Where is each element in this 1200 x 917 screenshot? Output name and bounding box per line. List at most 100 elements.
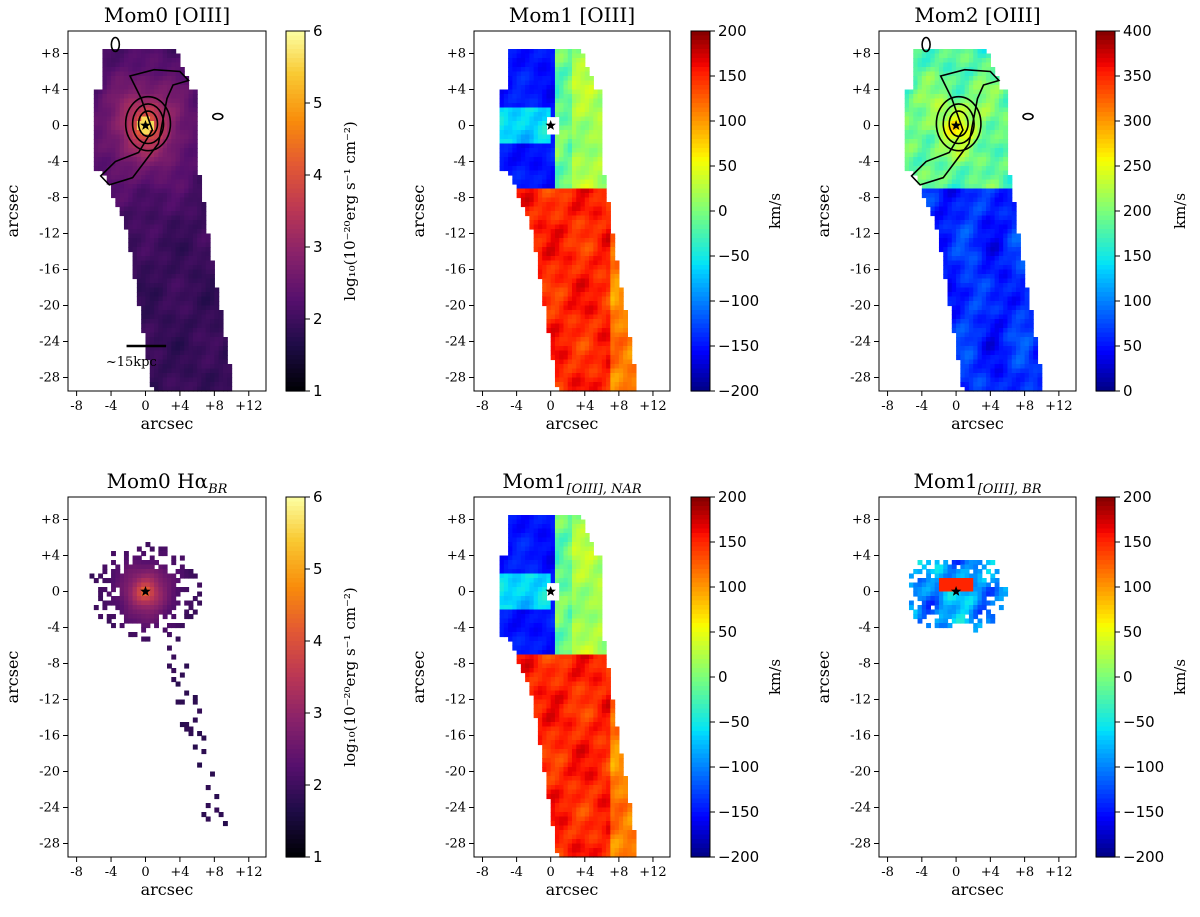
map-pixel bbox=[550, 188, 556, 194]
map-pixel bbox=[934, 211, 940, 217]
map-pixel bbox=[981, 337, 987, 343]
map-pixel bbox=[563, 314, 569, 320]
map-pixel bbox=[572, 58, 577, 64]
map-pixel bbox=[167, 166, 172, 172]
map-pixel bbox=[192, 377, 198, 383]
map-pixel bbox=[1007, 310, 1013, 316]
map-pixel bbox=[1028, 368, 1034, 374]
map-pixel bbox=[559, 265, 565, 271]
map-pixel bbox=[210, 310, 215, 316]
y-tick-label: -16 bbox=[850, 263, 871, 278]
map-pixel bbox=[964, 310, 970, 316]
map-pixel bbox=[994, 377, 1000, 383]
map-pixel bbox=[994, 332, 1000, 338]
colorbar-segment bbox=[286, 148, 305, 154]
map-pixel bbox=[197, 332, 203, 338]
map-pixel bbox=[525, 134, 530, 140]
colorbar-segment bbox=[691, 247, 710, 253]
map-pixel bbox=[179, 238, 185, 244]
map-pixel bbox=[606, 292, 611, 298]
map-pixel bbox=[550, 85, 556, 91]
map-pixel bbox=[601, 274, 607, 280]
map-pixel bbox=[115, 125, 121, 131]
map-pixel bbox=[188, 278, 194, 284]
map-pixel bbox=[167, 148, 172, 154]
map-pixel bbox=[179, 116, 185, 122]
map-pixel bbox=[563, 175, 569, 181]
map-pixel bbox=[986, 121, 991, 127]
map-pixel bbox=[563, 319, 569, 325]
map-pixel bbox=[533, 58, 539, 64]
map-pixel bbox=[154, 76, 159, 82]
map-pixel bbox=[162, 67, 168, 73]
map-pixel bbox=[175, 98, 181, 104]
map-pixel bbox=[964, 242, 970, 248]
map-pixel bbox=[542, 220, 548, 226]
map-pixel bbox=[968, 323, 974, 329]
map-pixel bbox=[947, 76, 953, 82]
map-pixel bbox=[162, 238, 168, 244]
map-pixel bbox=[115, 76, 121, 82]
map-pixel bbox=[559, 134, 565, 140]
map-pixel bbox=[205, 265, 211, 271]
colorbar-segment bbox=[286, 31, 305, 37]
map-pixel bbox=[606, 265, 611, 271]
map-pixel bbox=[154, 98, 159, 104]
map-pixel bbox=[938, 67, 944, 73]
map-pixel bbox=[546, 53, 552, 59]
map-pixel bbox=[960, 175, 966, 181]
map-pixel bbox=[593, 355, 599, 361]
map-pixel bbox=[123, 161, 129, 167]
map-pixel bbox=[149, 287, 155, 293]
map-pixel bbox=[990, 350, 996, 356]
map-pixel bbox=[576, 67, 582, 73]
map-pixel bbox=[926, 175, 931, 181]
map-pixel bbox=[554, 98, 560, 104]
map-pixel bbox=[123, 206, 129, 212]
map-pixel bbox=[550, 323, 556, 329]
map-pixel bbox=[503, 103, 509, 109]
map-pixel bbox=[597, 94, 603, 100]
map-pixel bbox=[128, 53, 134, 59]
map-pixel bbox=[141, 287, 147, 293]
map-pixel bbox=[184, 292, 190, 298]
map-pixel bbox=[601, 278, 607, 284]
colorbar-segment bbox=[1096, 211, 1115, 217]
map-pixel bbox=[123, 62, 129, 68]
map-pixel bbox=[576, 202, 582, 208]
map-pixel bbox=[960, 283, 966, 289]
map-pixel bbox=[525, 112, 530, 118]
map-pixel bbox=[516, 193, 522, 199]
map-pixel bbox=[554, 364, 560, 370]
map-pixel bbox=[136, 49, 142, 55]
map-pixel bbox=[162, 197, 168, 203]
map-pixel bbox=[214, 305, 220, 311]
map-pixel bbox=[154, 292, 159, 298]
map-pixel bbox=[938, 220, 944, 226]
map-pixel bbox=[154, 247, 159, 253]
map-pixel bbox=[197, 229, 203, 235]
map-pixel bbox=[529, 175, 535, 181]
map-pixel bbox=[111, 103, 116, 109]
map-pixel bbox=[572, 323, 577, 329]
colorbar-segment bbox=[286, 125, 305, 131]
colorbar-segment bbox=[691, 179, 710, 185]
map-pixel bbox=[542, 238, 548, 244]
map-pixel bbox=[977, 328, 983, 334]
map-pixel bbox=[956, 202, 961, 208]
map-pixel bbox=[132, 251, 138, 257]
map-pixel bbox=[533, 197, 539, 203]
map-pixel bbox=[986, 323, 991, 329]
map-pixel bbox=[998, 373, 1004, 379]
map-pixel bbox=[601, 193, 607, 199]
map-pixel bbox=[546, 161, 552, 167]
map-pixel bbox=[179, 310, 185, 316]
map-pixel bbox=[990, 260, 996, 266]
colorbar-segment bbox=[286, 143, 305, 149]
map-pixel bbox=[563, 364, 569, 370]
map-pixel bbox=[981, 67, 987, 73]
map-pixel bbox=[947, 202, 953, 208]
map-pixel bbox=[167, 62, 172, 68]
map-pixel bbox=[563, 121, 569, 127]
map-pixel bbox=[938, 53, 944, 59]
